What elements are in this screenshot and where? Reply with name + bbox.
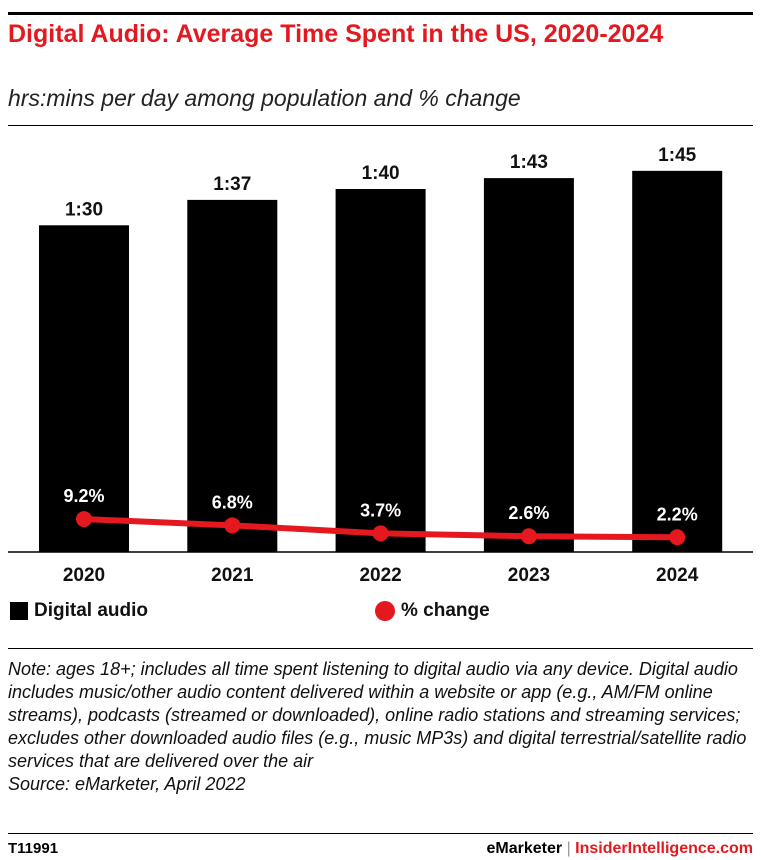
pct-point-2022 — [372, 525, 389, 542]
x-tick-2021: 2021 — [211, 565, 254, 586]
bar-2022 — [335, 189, 426, 552]
top-rule — [8, 12, 753, 15]
x-tick-2020: 2020 — [63, 565, 105, 586]
pct-point-2021 — [224, 517, 241, 534]
bar-label-2020: 1:30 — [65, 199, 103, 220]
pct-label-2024: 2.2% — [657, 504, 698, 524]
x-tick-2024: 2024 — [656, 565, 699, 586]
note: Note: ages 18+; includes all time spent … — [8, 658, 753, 796]
legend-pct-change: % change — [375, 600, 490, 622]
legend-label: Digital audio — [34, 600, 148, 621]
pct-point-2020 — [76, 511, 92, 528]
footer-brand: eMarketer | InsiderIntelligence.com — [487, 840, 754, 858]
note-rule — [8, 648, 753, 649]
legend-digital-audio: Digital audio — [10, 600, 148, 622]
pct-point-2024 — [669, 529, 686, 546]
pct-label-2023: 2.6% — [508, 503, 549, 523]
x-tick-2023: 2023 — [508, 565, 550, 586]
chart-subtitle: hrs:mins per day among population and % … — [8, 85, 521, 111]
header-rule — [8, 125, 753, 126]
legend-square-icon — [10, 602, 28, 620]
footer-rule — [8, 833, 753, 834]
pct-label-2022: 3.7% — [360, 500, 401, 520]
bar-2023 — [483, 178, 574, 553]
bar-label-2023: 1:43 — [510, 152, 548, 173]
note-text: Note: ages 18+; includes all time spent … — [8, 659, 747, 771]
chart-title: Digital Audio: Average Time Spent in the… — [8, 20, 664, 48]
pct-label-2021: 6.8% — [212, 492, 253, 512]
chart-plot: 1:30 2020 1:37 2021 1:40 2022 1:43 2023 1:45 2024… — [8, 145, 753, 586]
bar-2020 — [39, 225, 129, 553]
brand-insider: InsiderIntelligence.com — [575, 840, 753, 857]
brand-separator: | — [566, 840, 571, 857]
bar-label-2022: 1:40 — [362, 163, 400, 184]
bar-2024 — [632, 170, 723, 552]
x-tick-2022: 2022 — [359, 565, 401, 586]
legend-dot-icon — [375, 601, 395, 621]
chart-id: T11991 — [8, 840, 59, 857]
pct-point-2023 — [520, 528, 537, 545]
pct-label-2020: 9.2% — [63, 486, 104, 506]
bar-label-2024: 1:45 — [658, 145, 696, 166]
bar-2021 — [187, 199, 278, 552]
legend-label: % change — [401, 600, 490, 621]
bar-label-2021: 1:37 — [213, 174, 251, 195]
source-text: Source: eMarketer, April 2022 — [8, 774, 246, 794]
brand-emarketer: eMarketer — [486, 840, 563, 857]
